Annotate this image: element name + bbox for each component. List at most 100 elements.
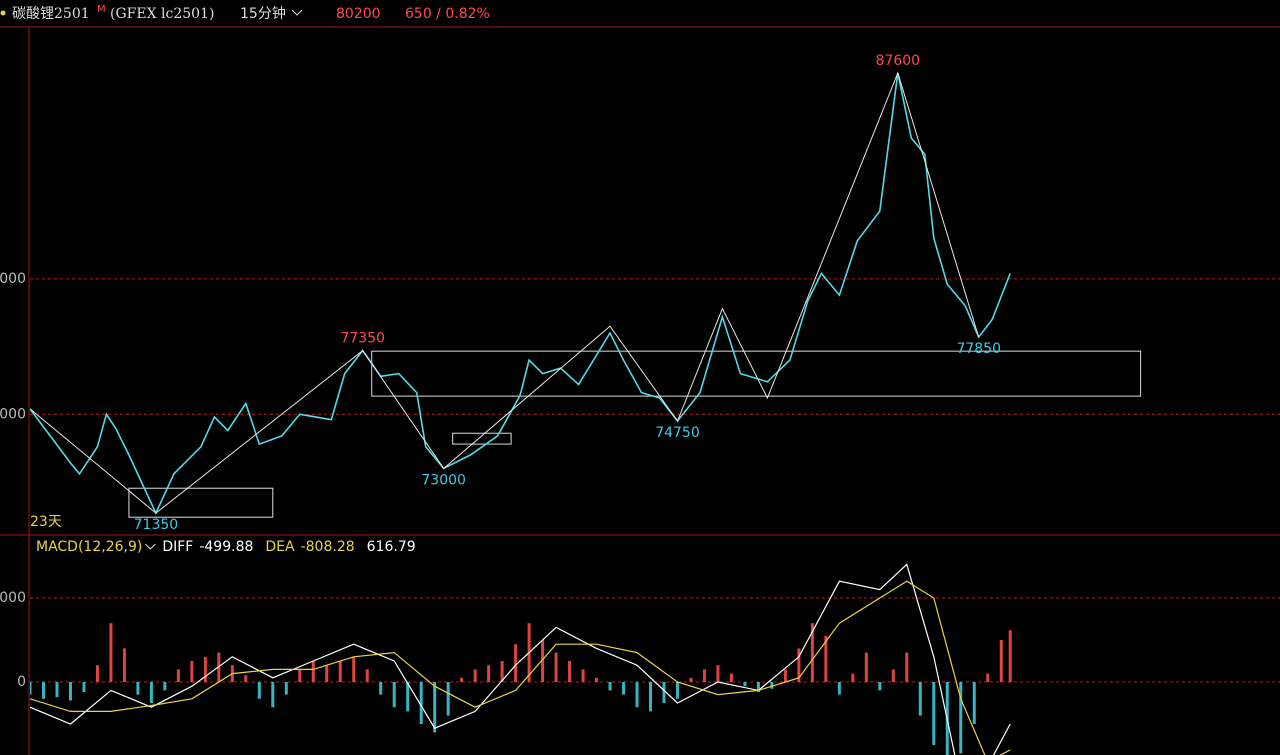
y-tick-label: 1000 <box>0 590 26 606</box>
macd-bar <box>82 682 86 693</box>
macd-bar <box>379 682 383 695</box>
macd-bar <box>972 682 976 725</box>
dropdown-icon[interactable] <box>144 543 156 550</box>
macd-bar <box>810 623 814 682</box>
macd-bar <box>460 677 464 682</box>
symbol[interactable]: 碳酸锂2501 <box>12 6 90 22</box>
period[interactable]: 15分钟 <box>240 5 286 22</box>
macd-bar <box>986 673 990 682</box>
macd-pane <box>30 563 1280 755</box>
price-pane <box>30 71 1280 518</box>
macd-bar <box>109 623 113 682</box>
macd-bar <box>635 682 639 708</box>
zone-box <box>371 350 1142 397</box>
price: 80200 <box>336 6 381 22</box>
zone-box <box>128 487 274 518</box>
macd-value: 616.79 <box>367 539 416 555</box>
change: 650 / 0.82% <box>405 6 490 22</box>
macd-bar <box>783 669 787 682</box>
macd-bar <box>271 682 275 708</box>
macd-bar <box>891 669 895 682</box>
macd-bar <box>999 639 1003 682</box>
macd-bar <box>122 648 126 682</box>
pivot-label: 74750 <box>655 425 700 441</box>
macd-bar <box>311 660 315 682</box>
macd-bar <box>622 682 626 695</box>
pivot-label: 77350 <box>340 331 385 347</box>
macd-bar <box>716 665 720 682</box>
macd-bar <box>406 682 410 712</box>
macd-bar <box>662 682 666 704</box>
pivot-label: 77850 <box>956 341 1001 357</box>
status-dot <box>0 10 6 16</box>
macd-bar <box>568 660 572 682</box>
macd-bar <box>797 648 801 682</box>
macd-bar <box>41 682 45 699</box>
y-tick-label: 0 <box>17 674 26 690</box>
macd-bar <box>352 656 356 682</box>
macd-bar <box>581 669 585 682</box>
legend-value: -808.28 <box>301 539 355 555</box>
macd-bar <box>257 682 261 699</box>
macd-bar <box>244 675 248 682</box>
legend-name: DIFF <box>162 539 193 555</box>
macd-bar <box>163 682 167 691</box>
macd-bar <box>365 669 369 682</box>
y-tick-label: 75000 <box>0 406 26 422</box>
macd-bar <box>446 682 450 716</box>
legend-value: -499.88 <box>199 539 253 555</box>
macd-bar <box>743 682 747 687</box>
macd-bar <box>729 673 733 682</box>
macd-bar <box>190 660 194 682</box>
macd-bar <box>514 644 518 682</box>
macd-bar <box>30 682 32 695</box>
macd-bar <box>756 682 760 693</box>
macd-bar <box>487 665 491 682</box>
pivot-label: 71350 <box>134 517 179 533</box>
macd-bar <box>298 669 302 682</box>
macd-bar <box>433 682 437 733</box>
macd-bar <box>649 682 653 712</box>
macd-bar <box>595 677 599 682</box>
macd-bar <box>905 652 909 682</box>
zone-box <box>452 432 512 445</box>
macd-bar <box>473 669 477 682</box>
dropdown-icon[interactable] <box>291 9 303 16</box>
macd-line <box>30 580 1011 755</box>
macd-bar <box>136 682 140 695</box>
macd-line <box>30 563 1011 755</box>
macd-bar <box>702 669 706 682</box>
macd-bar <box>338 660 342 682</box>
contract: (GFEX lc2501) <box>110 6 214 22</box>
zigzag-line <box>30 71 980 514</box>
macd-bar <box>770 682 774 689</box>
macd-bar <box>419 682 423 725</box>
macd-bar <box>851 673 855 682</box>
macd-bar <box>837 682 841 695</box>
macd-bar <box>68 682 72 701</box>
macd-bar <box>675 682 679 699</box>
pivot-label: 87600 <box>876 53 921 69</box>
macd-bar <box>932 682 936 746</box>
macd-bar <box>149 682 153 704</box>
macd-bar <box>1008 630 1012 682</box>
macd-bar <box>325 665 329 682</box>
macd-bar <box>284 682 288 695</box>
labels: 75000 80000 71350 77350 73000 74750 87600 77850… <box>0 53 1001 690</box>
macd-bar <box>392 682 396 708</box>
symbol-mark: M <box>97 4 106 15</box>
y-tick-label: 80000 <box>0 271 26 287</box>
macd-bar <box>689 677 693 682</box>
macd-bar <box>554 652 558 682</box>
price-line <box>30 72 1011 516</box>
pivot-label: 73000 <box>421 472 466 488</box>
macd-bar <box>95 665 99 682</box>
macd-bar <box>541 639 545 682</box>
macd-bar <box>918 682 922 716</box>
macd-bar <box>878 682 882 691</box>
macd-bar <box>55 682 59 698</box>
macd-bar <box>608 682 612 691</box>
macd-bar <box>203 656 207 682</box>
